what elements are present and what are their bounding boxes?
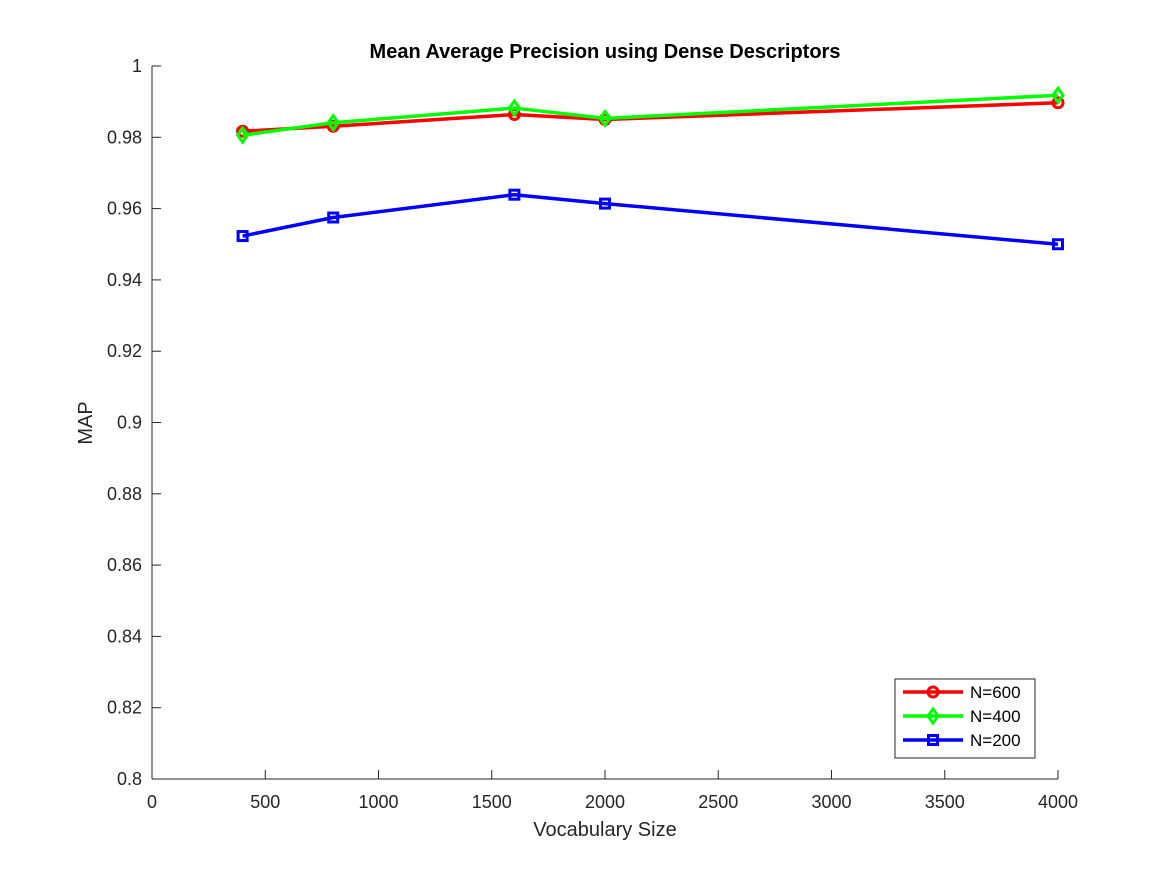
data-point (598, 108, 612, 128)
data-point (327, 211, 340, 224)
y-axis-title: MAP (75, 401, 97, 444)
data-point (508, 188, 521, 201)
y-tick-label: 1 (132, 56, 142, 76)
legend-label: N=600 (970, 683, 1021, 702)
legend: N=600 N=400 N=200 (894, 678, 1036, 759)
x-tick-label: 3000 (811, 792, 851, 812)
x-tick-label: 2500 (698, 792, 738, 812)
y-tick-label: 0.98 (107, 127, 142, 147)
series-layer (235, 85, 1065, 251)
plot-area (152, 66, 1058, 779)
y-tick-label: 0.96 (107, 199, 142, 219)
series-line (242, 93, 1059, 137)
y-tick-label: 0.9 (117, 413, 142, 433)
data-point (507, 98, 522, 118)
x-axis-title: Vocabulary Size (533, 819, 676, 841)
data-point (599, 197, 611, 210)
y-tick-label: 0.8 (117, 769, 142, 789)
series-n-400 (235, 85, 1065, 145)
x-tick-label: 1500 (472, 792, 512, 812)
y-tick-label: 0.94 (107, 270, 142, 290)
y-tick-label: 0.92 (107, 341, 142, 361)
x-ticks: 0 500 1000 1500 2000 2500 3000 3500 4000 (147, 770, 1078, 812)
y-tick-label: 0.88 (107, 484, 142, 504)
legend-entries: N=600 N=400 N=200 (903, 683, 1021, 750)
data-point (235, 125, 250, 145)
series-line (242, 192, 1059, 246)
y-tick-label: 0.82 (107, 698, 142, 718)
x-tick-label: 1000 (358, 792, 398, 812)
y-tick-label: 0.84 (107, 626, 142, 646)
data-point (1051, 85, 1065, 105)
series-n-200 (236, 188, 1064, 251)
y-tick-label: 0.86 (107, 555, 142, 575)
legend-marker (926, 685, 940, 699)
x-tick-label: 2000 (585, 792, 625, 812)
chart-title: Mean Average Precision using Dense Descr… (370, 41, 841, 63)
y-ticks: 0.8 0.82 0.84 0.86 0.88 0.9 0.92 0.94 0.96 0.98 1 (107, 56, 161, 789)
legend-label: N=200 (970, 731, 1021, 750)
x-tick-label: 500 (250, 792, 280, 812)
data-point (1051, 96, 1065, 110)
data-point (236, 230, 249, 243)
legend-label: N=400 (970, 707, 1021, 726)
data-point (1052, 238, 1064, 251)
x-tick-label: 0 (147, 792, 157, 812)
legend-marker (926, 706, 940, 726)
x-tick-label: 3500 (925, 792, 965, 812)
data-point (326, 113, 341, 133)
legend-marker (927, 734, 939, 746)
x-tick-label: 4000 (1038, 792, 1078, 812)
